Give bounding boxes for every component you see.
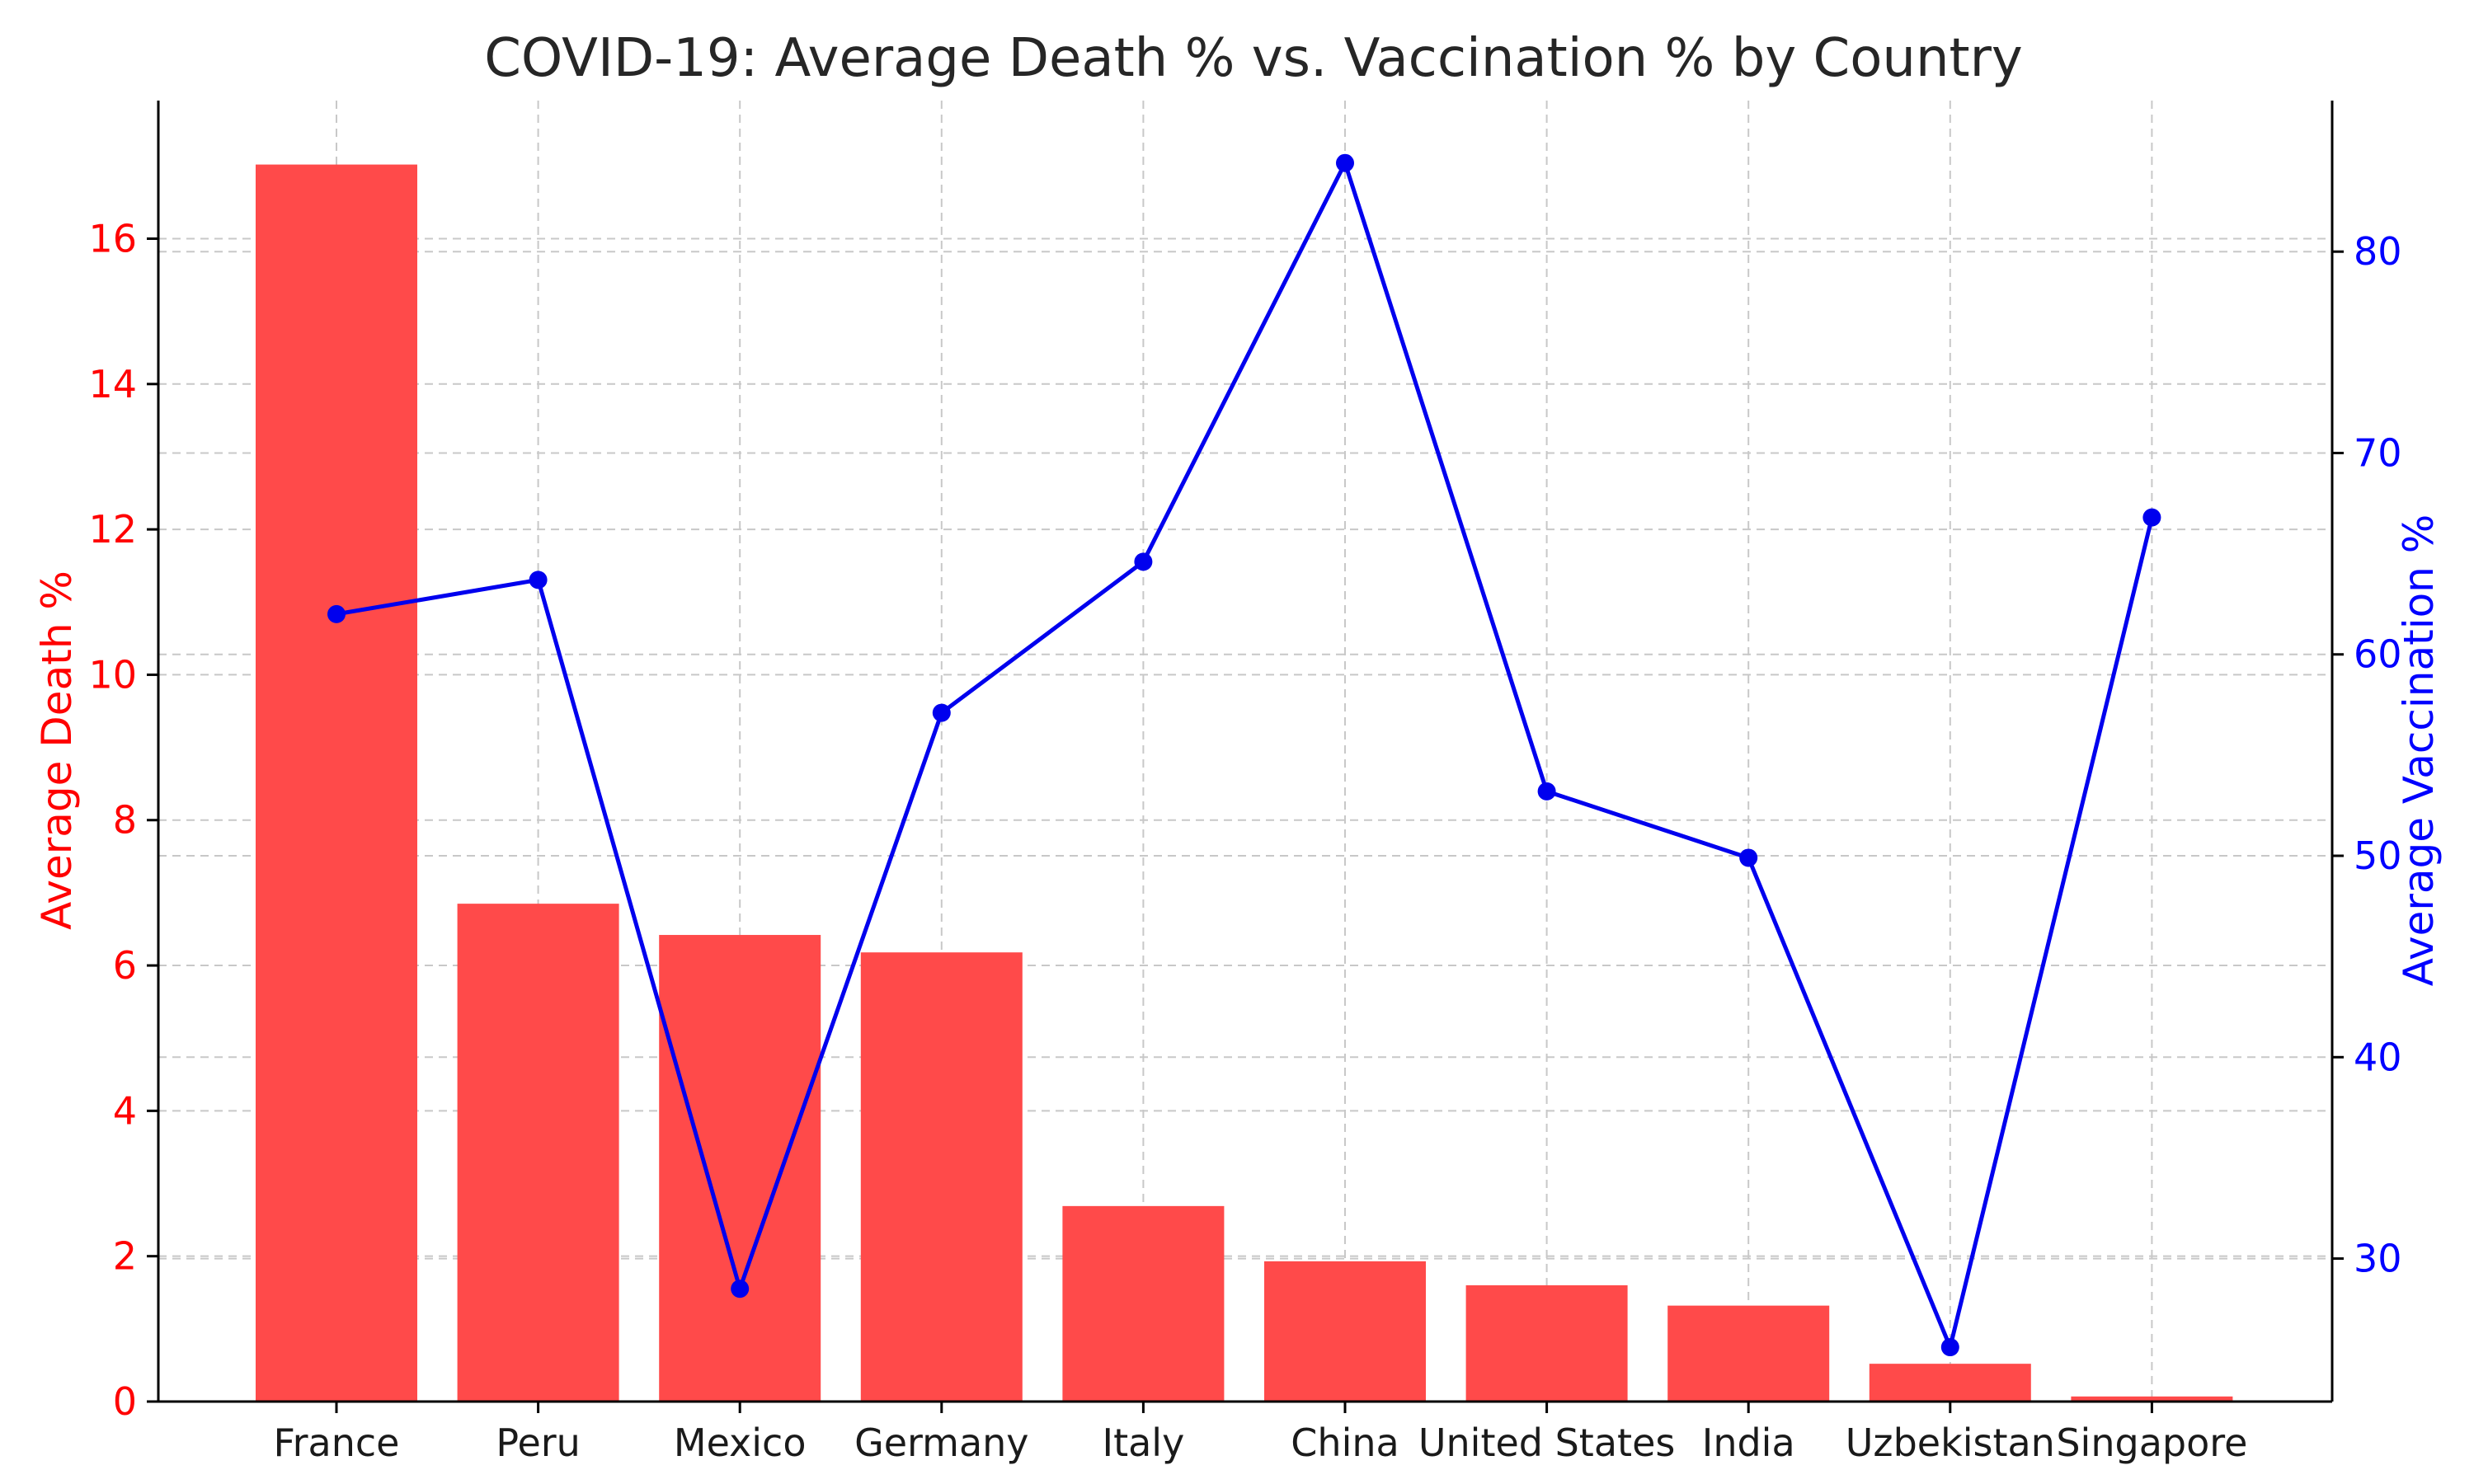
bar-france xyxy=(256,164,417,1402)
bar-uzbekistan xyxy=(1869,1364,2031,1402)
vaccination-point-united-states xyxy=(1537,782,1556,801)
chart-title: COVID-19: Average Death % vs. Vaccinatio… xyxy=(484,28,2023,89)
y-right-tick-label: 30 xyxy=(2354,1237,2402,1281)
x-tick-label-china: China xyxy=(1291,1421,1399,1465)
vaccination-point-china xyxy=(1336,153,1354,172)
x-tick-label-united-states: United States xyxy=(1418,1421,1676,1465)
y-left-tick-label: 0 xyxy=(113,1379,137,1424)
bar-layer xyxy=(256,164,2233,1402)
y-left-tick-label: 16 xyxy=(88,216,137,261)
y-right-tick-label: 70 xyxy=(2354,430,2402,475)
x-tick-label-india: India xyxy=(1702,1421,1795,1465)
vaccination-line xyxy=(336,161,2154,1350)
bar-germany xyxy=(860,952,1023,1402)
y-axis-left-label: Average Death % xyxy=(33,571,81,930)
vaccination-point-singapore xyxy=(2142,508,2161,527)
bar-united-states xyxy=(1465,1284,1628,1402)
bar-singapore xyxy=(2071,1396,2233,1402)
x-tick-label-italy: Italy xyxy=(1103,1421,1185,1465)
vaccination-point-italy xyxy=(1134,552,1153,571)
vaccination-point-india xyxy=(1739,848,1758,867)
y-left-tick-label: 12 xyxy=(88,507,137,552)
y-right-tick-label: 40 xyxy=(2354,1035,2402,1079)
y-left-tick-label: 2 xyxy=(113,1234,137,1279)
y-right-tick-label: 80 xyxy=(2354,229,2402,274)
axis-layer: 0 2 4 6 8 10 12 14 16 30 40 50 60 70 80 France Peru Mexic… xyxy=(88,101,2402,1465)
vaccination-point-france xyxy=(327,604,346,623)
y-right-tick-label: 60 xyxy=(2354,632,2402,677)
vaccination-point-germany xyxy=(932,703,951,722)
x-tick-label-peru: Peru xyxy=(496,1421,580,1465)
bar-peru xyxy=(457,904,619,1402)
y-left-tick-label: 14 xyxy=(88,362,137,406)
bar-italy xyxy=(1062,1205,1225,1402)
y-left-tick-label: 4 xyxy=(113,1088,137,1133)
x-tick-label-uzbekistan: Uzbekistan xyxy=(1846,1421,2055,1465)
vaccination-point-peru xyxy=(529,571,548,589)
y-left-tick-label: 10 xyxy=(88,652,137,697)
x-tick-label-mexico: Mexico xyxy=(674,1421,807,1465)
y-axis-right-label: Average Vaccination % xyxy=(2395,514,2443,987)
y-left-tick-label: 8 xyxy=(113,798,137,843)
x-tick-label-france: France xyxy=(274,1421,400,1465)
bar-india xyxy=(1667,1305,1830,1402)
y-left-tick-label: 6 xyxy=(113,943,137,988)
vaccination-point-mexico xyxy=(731,1280,750,1298)
bar-mexico xyxy=(659,935,821,1402)
vaccination-point-uzbekistan xyxy=(1940,1338,1959,1357)
line-layer xyxy=(327,153,2161,1357)
y-right-tick-label: 50 xyxy=(2354,834,2402,878)
x-tick-label-germany: Germany xyxy=(854,1421,1028,1465)
x-tick-label-singapore: Singapore xyxy=(2056,1421,2247,1465)
bar-china xyxy=(1264,1261,1426,1402)
